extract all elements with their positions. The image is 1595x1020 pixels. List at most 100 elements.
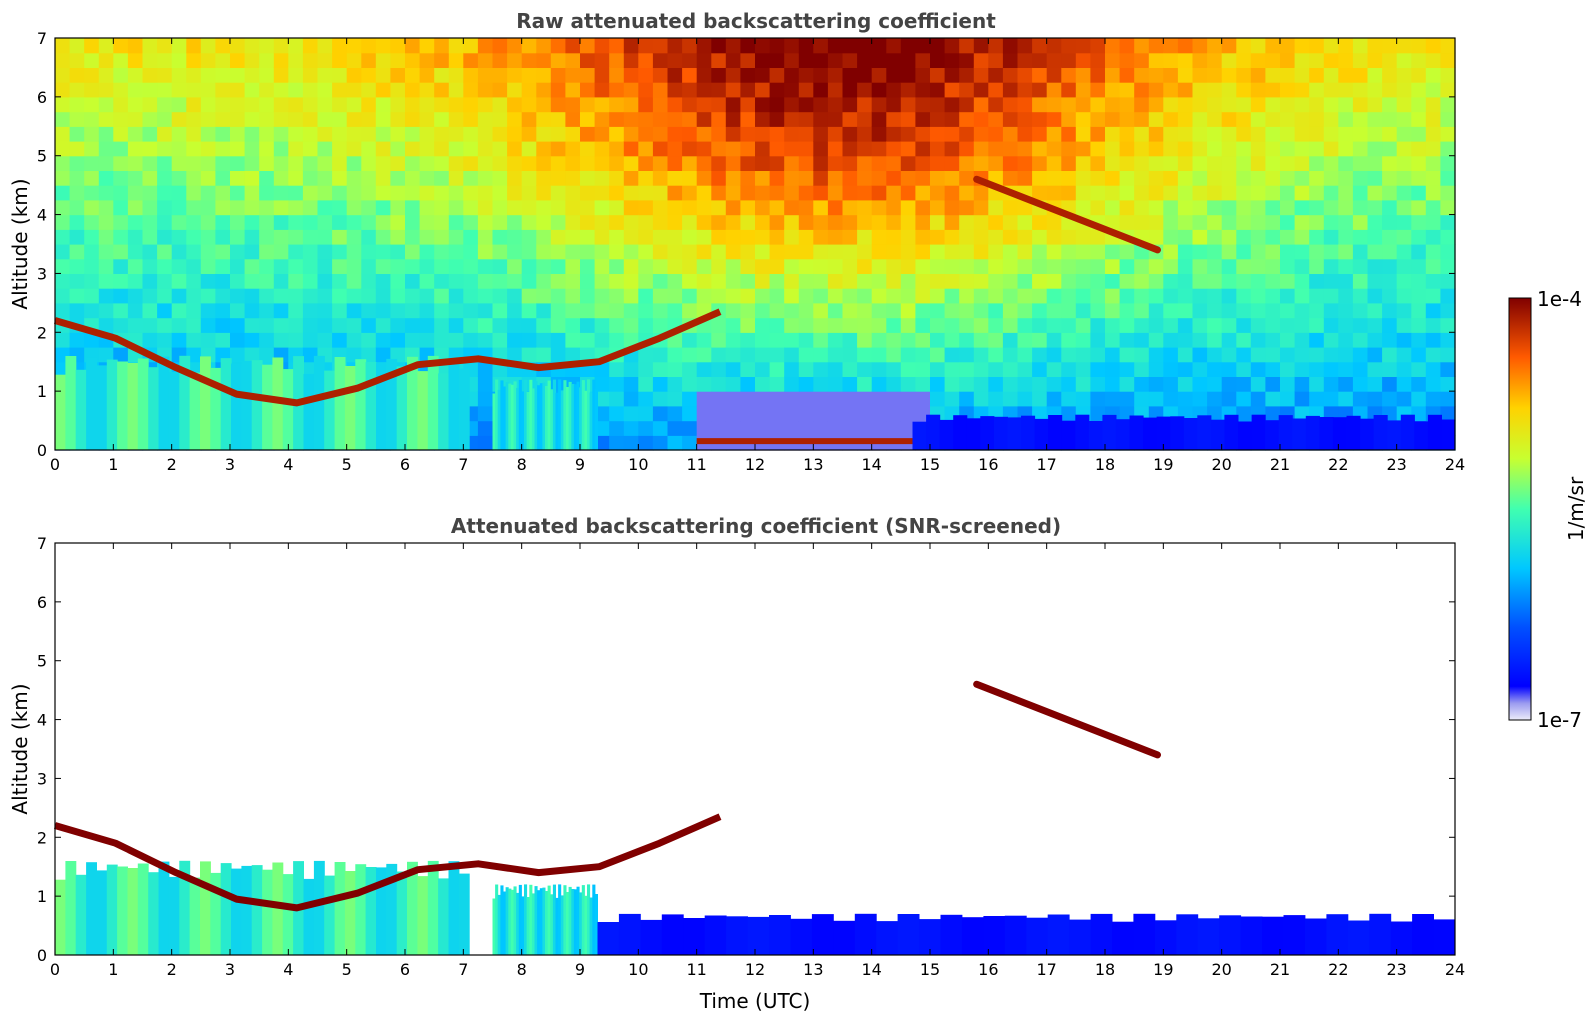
heatmap-cell [798, 258, 814, 274]
heatmap-cell [682, 244, 698, 260]
heatmap-cell [1352, 155, 1369, 171]
heatmap-cell [755, 52, 771, 68]
heatmap-cell [696, 405, 712, 422]
heatmap-cell [507, 185, 523, 201]
heatmap-feature-cell [584, 390, 588, 450]
heatmap-feature-cell [558, 379, 562, 450]
heatmap-feature-cell [324, 875, 336, 955]
heatmap-cell [623, 199, 639, 216]
x-tick-label: 22 [1328, 455, 1348, 474]
heatmap-cell [696, 347, 712, 363]
heatmap-feature-cell [919, 919, 941, 955]
heatmap-cell [215, 82, 231, 98]
heatmap-cell [1090, 141, 1106, 157]
heatmap-cell [157, 82, 173, 98]
x-tick-label: 24 [1445, 960, 1465, 979]
heatmap-cell [1075, 258, 1091, 274]
heatmap-cell [142, 38, 158, 54]
heatmap-feature-cell [592, 884, 596, 955]
heatmap-cell [273, 38, 289, 54]
heatmap-cell [594, 244, 610, 260]
heatmap-cell [259, 332, 275, 348]
heatmap-cell [944, 288, 960, 304]
heatmap-cell [1250, 155, 1266, 171]
heatmap-cell [1440, 141, 1456, 157]
heatmap-cell [944, 391, 960, 407]
heatmap-cell [157, 141, 173, 157]
heatmap-cell [536, 244, 552, 260]
heatmap-cell [200, 126, 216, 142]
heatmap-cell [477, 38, 494, 54]
heatmap-cell [900, 199, 916, 216]
heatmap-cell [448, 170, 464, 186]
heatmap-cell [127, 317, 144, 333]
heatmap-cell [769, 288, 785, 304]
heatmap-cell [550, 214, 566, 230]
heatmap-cell [988, 361, 1004, 377]
heatmap-cell [827, 258, 844, 274]
heatmap-cell [652, 435, 669, 451]
heatmap-cell [755, 229, 771, 245]
heatmap-cell [1177, 258, 1194, 274]
heatmap-cell [594, 52, 610, 68]
heatmap-feature-cell [148, 872, 160, 955]
y-tick-label: 0 [37, 441, 47, 460]
heatmap-cell [565, 332, 581, 348]
heatmap-cell [1163, 67, 1179, 83]
heatmap-cell [638, 244, 654, 260]
heatmap-cell [1148, 317, 1164, 333]
heatmap-cell [215, 273, 231, 289]
heatmap-cell [565, 317, 581, 333]
heatmap-cell [667, 347, 683, 363]
heatmap-feature-cell [1332, 417, 1347, 450]
heatmap-cell [1265, 111, 1281, 127]
heatmap-cell [886, 361, 902, 377]
heatmap-cell [1177, 52, 1194, 68]
heatmap-cell [755, 111, 771, 127]
heatmap-cell [813, 288, 829, 304]
heatmap-cell [1207, 288, 1223, 304]
heatmap-cell [84, 155, 100, 171]
heatmap-cell [1002, 317, 1019, 333]
heatmap-cell [521, 229, 537, 245]
heatmap-cell [609, 288, 625, 304]
heatmap-cell [1207, 96, 1223, 113]
heatmap-cell [1352, 258, 1369, 274]
heatmap-cell [1032, 141, 1048, 157]
heatmap-cell [1440, 214, 1456, 230]
heatmap-cell [375, 244, 391, 260]
heatmap-cell [1236, 96, 1252, 113]
heatmap-cell [725, 420, 741, 436]
heatmap-cell [1323, 273, 1339, 289]
heatmap-cell [1323, 52, 1339, 68]
heatmap-cell [842, 155, 858, 171]
heatmap-cell [1367, 273, 1383, 289]
heatmap-cell [55, 52, 71, 68]
heatmap-feature-cell [505, 382, 509, 450]
heatmap-cell [638, 391, 654, 407]
heatmap-cell [1192, 347, 1208, 363]
heatmap-cell [827, 229, 844, 245]
heatmap-feature-cell [386, 863, 398, 955]
heatmap-cell [667, 38, 683, 54]
heatmap-cell [725, 214, 741, 230]
heatmap-feature-cell [189, 877, 201, 955]
heatmap-cell [682, 332, 698, 348]
heatmap-cell [521, 155, 537, 171]
heatmap-cell [857, 111, 873, 127]
heatmap-cell [550, 302, 566, 319]
heatmap-cell [623, 405, 639, 422]
heatmap-cell [288, 317, 304, 333]
heatmap-cell [405, 288, 421, 304]
heatmap-cell [419, 141, 435, 157]
heatmap-cell [1163, 52, 1179, 68]
heatmap-cell [565, 347, 581, 363]
heatmap-cell [448, 141, 464, 157]
heatmap-cell [186, 38, 202, 54]
heatmap-cell [259, 126, 275, 142]
heatmap-cell [1105, 141, 1121, 157]
heatmap-cell [1105, 82, 1121, 98]
heatmap-cell [638, 82, 654, 98]
heatmap-cell [244, 302, 260, 319]
heatmap-cell [1250, 391, 1266, 407]
